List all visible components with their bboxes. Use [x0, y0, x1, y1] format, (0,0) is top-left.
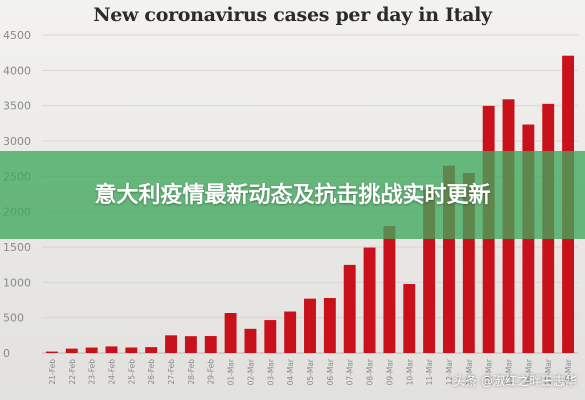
x-tick-label: 13-Mar [465, 358, 474, 385]
bar [264, 320, 277, 353]
x-tick-label: 27-Feb [167, 359, 176, 385]
x-tick-label: 03-Mar [266, 358, 275, 385]
y-tick-label: 1500 [3, 241, 31, 254]
bar [45, 351, 58, 353]
x-tick-label: 05-Mar [306, 358, 315, 385]
bar [383, 226, 396, 353]
x-tick-label: 01-Mar [227, 358, 236, 385]
bar [423, 189, 436, 353]
x-tick-label: 06-Mar [326, 358, 335, 385]
x-tick-label: 04-Mar [286, 358, 295, 385]
x-tick-label: 28-Feb [187, 359, 196, 385]
bar [284, 311, 297, 353]
watermark-text: 头条 @淑红之畔王志华 [453, 374, 577, 388]
bar [363, 247, 376, 353]
y-tick-label: 4000 [3, 64, 31, 77]
x-tick-label: 21-Feb [48, 359, 57, 385]
bar [443, 165, 455, 353]
bar [85, 347, 98, 353]
y-tick-label: 0 [3, 347, 10, 360]
x-tick-label: 16-Mar [524, 358, 533, 385]
bar [304, 298, 316, 353]
x-tick-label: 11-Mar [425, 358, 434, 385]
x-tick-label: 22-Feb [68, 359, 77, 385]
banner-headline: 意大利疫情最新动态及抗击挑战实时更新 [94, 182, 491, 208]
bar [184, 336, 197, 353]
bar [65, 348, 78, 353]
bar [323, 298, 336, 353]
x-tick-label: 25-Feb [127, 359, 136, 385]
bar [462, 173, 475, 353]
x-tick-label: 12-Mar [445, 358, 454, 385]
bar [105, 346, 118, 353]
x-tick-label: 10-Mar [405, 358, 414, 385]
bar [244, 328, 257, 353]
x-tick-label: 15-Mar [505, 358, 514, 385]
x-tick-label: 02-Mar [246, 358, 255, 385]
x-tick-label: 29-Feb [207, 359, 216, 385]
chart-title: New coronavirus cases per day in Italy [93, 4, 492, 26]
y-tick-label: 3500 [3, 100, 31, 113]
y-tick-label: 1000 [3, 276, 31, 289]
y-tick-label: 500 [3, 312, 24, 325]
x-tick-label: 24-Feb [107, 359, 116, 385]
x-tick-label: 09-Mar [385, 358, 394, 385]
x-tick-label: 18-Mar [564, 358, 573, 385]
x-tick-label: 23-Feb [88, 359, 97, 385]
bar [125, 347, 138, 353]
bar [165, 335, 177, 353]
x-tick-label: 08-Mar [366, 358, 375, 385]
y-tick-label: 4500 [3, 29, 31, 42]
x-tick-label: 26-Feb [147, 359, 156, 385]
x-tick-label: 17-Mar [544, 358, 553, 385]
bar [224, 313, 237, 353]
x-tick-label: 14-Mar [485, 358, 494, 385]
bar [145, 347, 158, 353]
x-tick-label: 07-Mar [346, 358, 355, 385]
y-tick-label: 3000 [3, 135, 31, 148]
bar [343, 264, 356, 353]
bar [403, 283, 416, 353]
bar [204, 336, 217, 353]
overlay-banner: 意大利疫情最新动态及抗击挑战实时更新 [0, 151, 585, 239]
